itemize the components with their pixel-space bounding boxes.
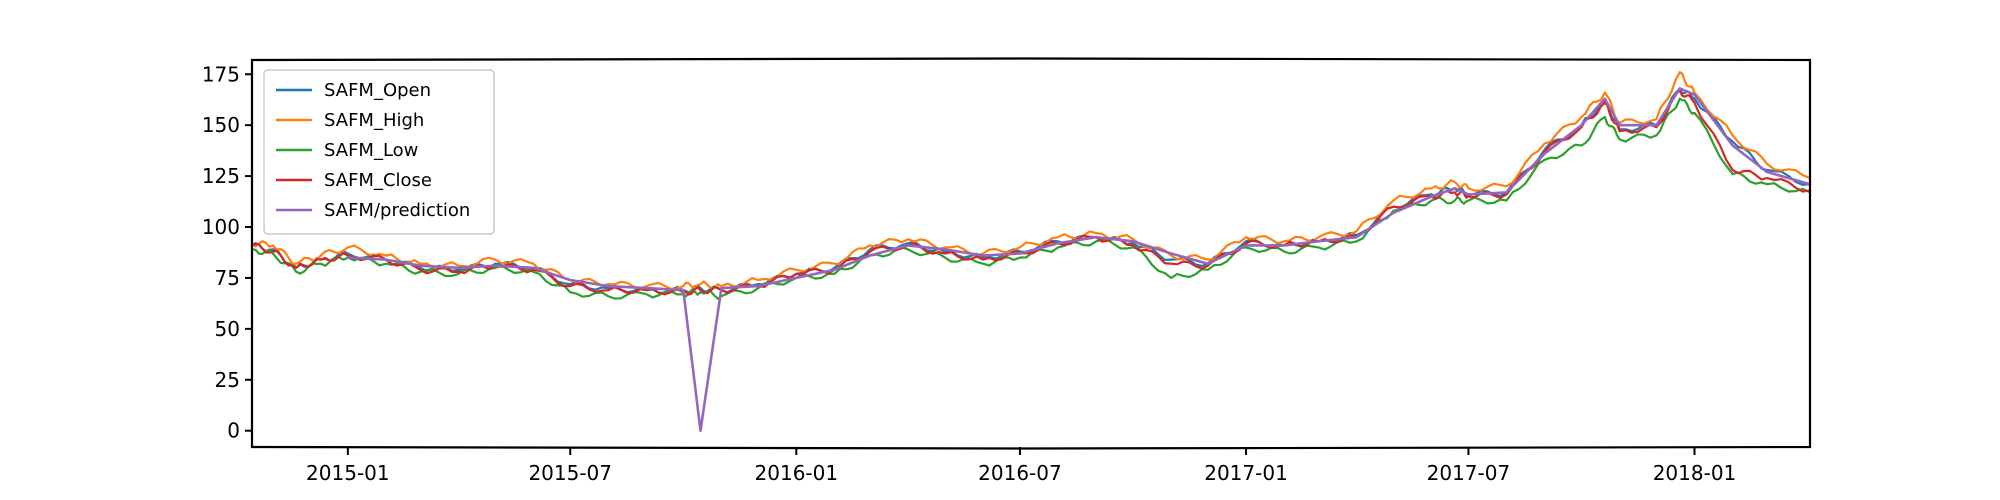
x-tick-label: 2016-01	[755, 461, 839, 485]
legend-label: SAFM_Low	[324, 140, 418, 161]
legend-label: SAFM/prediction	[324, 200, 470, 221]
y-tick-label: 0	[227, 419, 240, 443]
x-tick-label: 2018-01	[1653, 461, 1737, 485]
series-line-safm-high	[250, 71, 1812, 290]
series-line-safm-open	[250, 87, 1812, 294]
axes-layer: 0 25 50 75 100 125 150 175 2015-01 2015-07 2016-01…	[202, 57, 1812, 485]
x-tick-label: 2015-07	[528, 461, 612, 485]
legend-label: SAFM_Close	[324, 170, 432, 191]
y-tick-label: 175	[202, 62, 240, 86]
y-tick-label: 25	[215, 368, 240, 392]
x-tick-label: 2017-07	[1427, 461, 1511, 485]
plot-frame	[250, 57, 1812, 450]
y-tick-label: 50	[215, 317, 240, 341]
legend: SAFM_Open SAFM_High SAFM_Low SAFM_Close SAFM…	[263, 69, 495, 235]
y-tick-label: 75	[215, 266, 240, 290]
series-layer	[250, 71, 1812, 432]
legend-label: SAFM_Open	[324, 80, 431, 101]
x-tick-label: 2015-01	[306, 461, 390, 485]
legend-box	[263, 69, 495, 235]
y-tick-label: 150	[202, 113, 240, 137]
y-tick-label: 100	[202, 215, 240, 239]
series-line-safm-prediction	[346, 87, 1812, 432]
legend-label: SAFM_High	[324, 110, 424, 131]
y-tick-label: 125	[202, 164, 240, 188]
x-tick-label: 2017-01	[1204, 461, 1288, 485]
x-tick-label: 2016-07	[978, 461, 1062, 485]
